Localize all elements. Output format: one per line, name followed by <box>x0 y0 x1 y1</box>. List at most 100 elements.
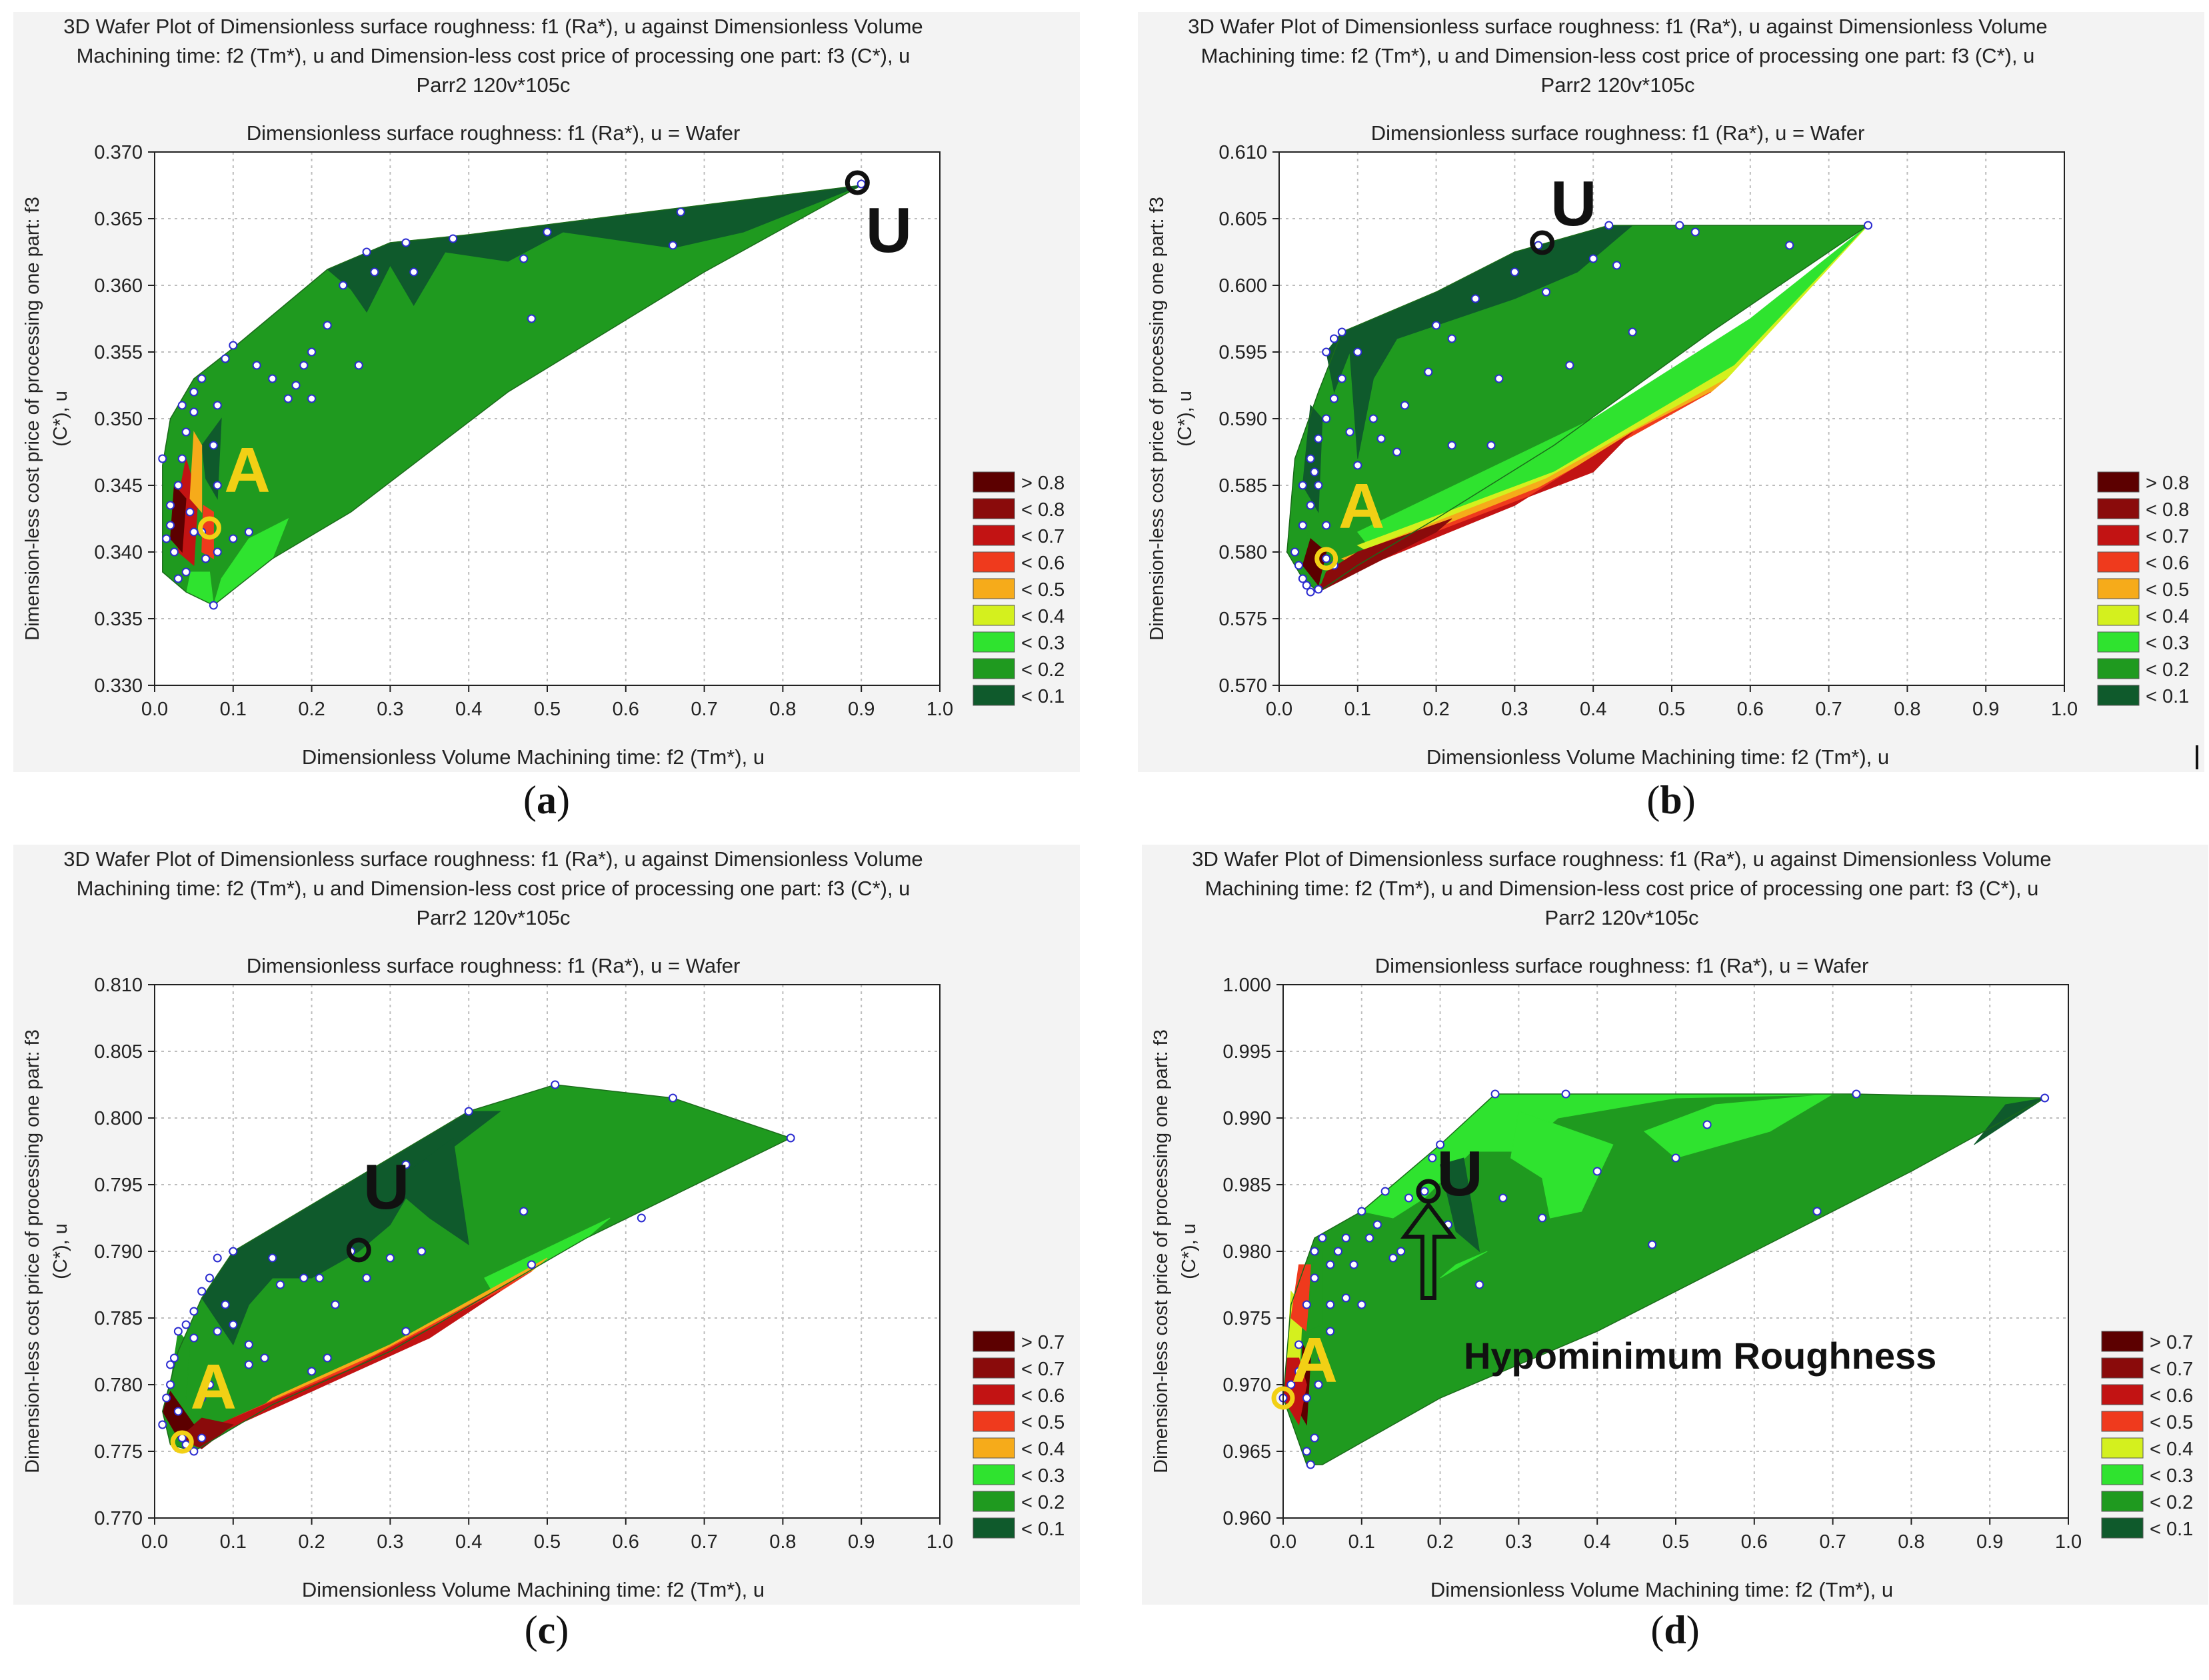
legend-label: < 0.4 <box>2146 606 2189 627</box>
data-point <box>409 267 419 277</box>
point-a-label: A <box>191 1351 237 1423</box>
x-tick-label: 0.2 <box>1422 699 1449 720</box>
y-tick-label: 0.980 <box>1222 1241 1271 1263</box>
data-point <box>1318 1353 1327 1363</box>
data-point <box>1310 1273 1319 1283</box>
x-tick-label: 0.1 <box>1344 699 1371 720</box>
y-axis-label-line: Dimension-less cost price of processing … <box>1146 197 1168 641</box>
data-point <box>543 227 552 237</box>
data-point <box>1428 1153 1437 1163</box>
data-point <box>1357 1300 1366 1309</box>
data-point <box>401 238 411 247</box>
legend-label: < 0.4 <box>1021 1439 1065 1460</box>
y-axis-label-line: (C*), u <box>50 1223 71 1279</box>
legend-swatch <box>2101 1357 2144 1379</box>
data-point <box>1671 1153 1680 1163</box>
data-point <box>1306 454 1315 463</box>
y-tick-label: 0.995 <box>1222 1041 1271 1063</box>
x-axis-label: Dimensionless Volume Machining time: f2 … <box>1430 1578 1893 1601</box>
caption-paren-open: ( <box>524 1608 538 1652</box>
point-u-label: U <box>866 195 912 266</box>
data-point <box>1294 1340 1304 1349</box>
caption-paren-open: ( <box>523 778 537 822</box>
data-point <box>1302 581 1311 590</box>
legend-label: < 0.1 <box>1021 1519 1065 1540</box>
y-tick-label: 0.770 <box>94 1508 143 1529</box>
point-u-label: U <box>363 1151 409 1223</box>
data-point <box>1326 1300 1335 1309</box>
legend-swatch <box>973 1384 1015 1405</box>
y-tick-label: 0.370 <box>94 142 143 163</box>
data-point <box>1424 367 1433 377</box>
data-point <box>1337 327 1346 337</box>
chart-panel-b: 3D Wafer Plot of Dimensionless surface r… <box>1138 12 2204 772</box>
data-point <box>169 547 179 557</box>
x-tick-label: 0.2 <box>1426 1531 1453 1553</box>
chart-title-line: Machining time: f2 (Tm*), u and Dimensio… <box>77 44 911 67</box>
legend-label: < 0.4 <box>2150 1439 2193 1460</box>
caption-a: (a) <box>480 777 613 823</box>
data-point <box>244 1360 253 1369</box>
legend-label: < 0.8 <box>2146 499 2189 521</box>
legend-swatch <box>2101 1384 2144 1405</box>
chart-svg-c: 3D Wafer Plot of Dimensionless surface r… <box>22 847 1065 1601</box>
legend-label: < 0.1 <box>2146 686 2189 707</box>
data-point <box>1294 1367 1304 1376</box>
data-point <box>676 207 685 217</box>
legend-label: < 0.2 <box>2150 1492 2193 1513</box>
data-point <box>519 254 529 263</box>
data-point <box>213 547 222 557</box>
x-tick-label: 0.1 <box>220 699 247 720</box>
data-point <box>370 267 379 277</box>
legend-swatch <box>2101 1331 2144 1352</box>
data-point <box>1510 267 1519 277</box>
data-point <box>1298 574 1307 583</box>
data-point <box>1561 1089 1570 1099</box>
y-tick-label: 0.800 <box>94 1108 143 1129</box>
data-point <box>1302 1393 1311 1403</box>
x-tick-label: 1.0 <box>2051 699 2078 720</box>
y-tick-label: 0.340 <box>94 542 143 563</box>
point-a-label: A <box>224 435 270 506</box>
y-axis-label-line: (C*), u <box>1178 1223 1200 1279</box>
data-point <box>189 1307 199 1316</box>
up-arrow-icon <box>1400 1201 1456 1300</box>
y-tick-label: 0.335 <box>94 609 143 630</box>
y-tick-label: 0.345 <box>94 475 143 497</box>
data-point <box>1329 394 1338 403</box>
x-tick-label: 0.9 <box>848 1531 875 1553</box>
data-point <box>189 1333 199 1343</box>
legend-label: < 0.6 <box>1021 553 1065 574</box>
chart-title-line: Machining time: f2 (Tm*), u and Dimensio… <box>1201 44 2035 67</box>
x-tick-label: 0.3 <box>377 1531 403 1553</box>
legend-label: < 0.3 <box>2146 633 2189 654</box>
data-point <box>197 1433 207 1443</box>
data-point <box>1565 361 1574 370</box>
legend-label: > 0.7 <box>1021 1332 1065 1353</box>
caption-b: (b) <box>1604 777 1738 823</box>
y-tick-label: 1.000 <box>1222 975 1271 996</box>
data-point <box>189 1447 199 1456</box>
data-point <box>166 1360 175 1369</box>
y-axis-label-line: Dimension-less cost price of processing … <box>22 1029 43 1473</box>
y-tick-label: 0.360 <box>94 275 143 297</box>
chart-svg-b: 3D Wafer Plot of Dimensionless surface r… <box>1146 15 2189 769</box>
data-point <box>275 1280 285 1289</box>
point-u-label: U <box>1550 168 1596 239</box>
chart-title-line: Parr2 120v*105c <box>417 73 571 97</box>
data-point <box>213 1253 222 1263</box>
data-point <box>1396 1247 1406 1256</box>
data-point <box>417 1247 427 1256</box>
data-point <box>1353 347 1362 357</box>
legend-swatch <box>973 1437 1015 1459</box>
contour-region <box>1643 1093 1833 1159</box>
legend-label: < 0.3 <box>1021 1465 1065 1487</box>
x-tick-label: 0.1 <box>220 1531 247 1553</box>
data-point <box>1690 227 1700 237</box>
caption-letter: c <box>537 1608 556 1652</box>
chart-title-line: Machining time: f2 (Tm*), u and Dimensio… <box>1205 877 2039 900</box>
data-point <box>323 321 332 330</box>
caption-d: (d) <box>1608 1607 1742 1653</box>
contour-region <box>1440 1251 1488 1279</box>
x-tick-label: 0.5 <box>1658 699 1685 720</box>
